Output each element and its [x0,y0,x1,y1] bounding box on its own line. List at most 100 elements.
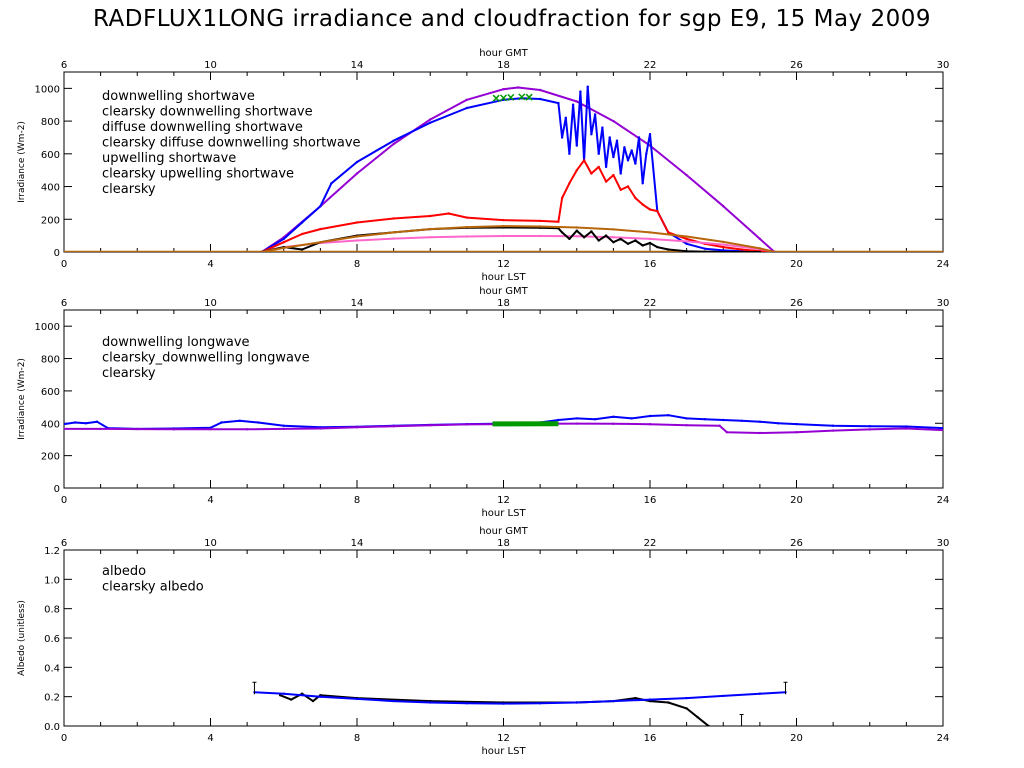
y-tick-label: 1000 [35,84,60,95]
data-point [601,126,604,129]
data-point [773,250,776,252]
data-point [575,229,578,232]
y-tick-label: 0 [54,248,60,259]
data-point [575,235,578,238]
data-point [685,424,688,427]
data-point [392,217,395,220]
legend-entry: downwelling shortwave [102,89,255,104]
data-point [722,245,725,249]
legend-entry: clearsky [102,366,156,381]
data-point [575,100,578,103]
data-point [685,237,688,241]
data-point [667,231,670,234]
legend-entry: clearsky albedo [102,580,204,595]
data-point [648,414,652,418]
y-axis-label: Irradiance (Wm-2) [17,358,27,440]
data-point [392,231,395,234]
y-tick-label: 200 [41,452,60,463]
data-point [465,225,469,229]
data-point [685,417,688,420]
x-tick-label: 20 [790,733,803,744]
data-point [209,428,212,431]
data-point [656,209,659,213]
data-point [355,160,359,164]
data-point [758,692,762,695]
y-tick-label: 0.8 [44,605,60,616]
data-point [685,707,688,710]
data-point [740,248,743,251]
data-point [868,428,871,431]
data-point [648,423,652,426]
clearsky-marker [525,93,533,101]
data-point [538,88,542,92]
data-point [725,431,729,434]
data-point [634,239,637,242]
data-point [319,695,322,698]
data-point [612,155,615,159]
data-point [289,698,293,701]
data-point [73,421,77,424]
data-point [630,149,633,152]
data-point [319,427,322,430]
data-point [597,239,600,242]
data-point [95,420,99,423]
data-point [722,250,725,252]
data-point [355,221,359,224]
data-point [597,152,600,155]
x-axis-label: hour LST [481,508,526,519]
x-tick-label: 24 [937,259,950,270]
series-line-clearsky-upwelling-shortwave [261,225,775,252]
data-point [245,428,249,431]
x-tick-label: 0 [61,495,67,506]
data-point [612,415,615,418]
data-point [593,418,597,421]
data-point [465,106,469,110]
data-point [758,237,762,241]
data-point [465,702,469,705]
x-tick-label: 0 [61,259,67,270]
legend-entry: downwelling longwave [102,335,250,350]
data-point [612,236,615,239]
data-point [282,237,285,241]
data-point [557,101,560,105]
data-point [560,196,564,200]
data-point [517,86,520,89]
x2-tick-label: 18 [497,298,510,309]
data-point [330,182,333,185]
data-point [758,431,762,435]
x-tick-label: 8 [354,733,360,744]
data-point [538,234,542,238]
data-point [619,188,622,191]
data-point [429,118,432,121]
data-point [429,236,432,239]
data-point [220,421,223,424]
x-tick-label: 4 [207,733,213,744]
x2-axis-label: hour GMT [479,286,528,297]
plot-area-longwave [64,414,943,435]
data-point [718,424,721,427]
data-point [597,165,600,169]
data-point [703,418,707,421]
data-point [282,241,285,244]
clearsky-marker [507,93,515,101]
data-point [612,228,615,231]
data-point [575,144,578,147]
data-point [502,224,505,228]
data-point [568,182,571,185]
data-point [604,165,608,169]
legend-entry: albedo [102,564,146,579]
x2-tick-label: 18 [497,60,510,71]
panel-longwave [63,309,944,489]
x2-tick-label: 30 [937,60,950,71]
y-tick-label: 800 [41,355,60,366]
data-point [429,424,432,427]
data-point [538,219,542,223]
data-point [634,162,637,165]
data-point [502,234,505,238]
data-point [590,172,593,175]
data-point [634,696,637,700]
data-point [648,231,652,234]
data-point [319,227,322,231]
legend-entry: upwelling shortwave [102,151,236,166]
